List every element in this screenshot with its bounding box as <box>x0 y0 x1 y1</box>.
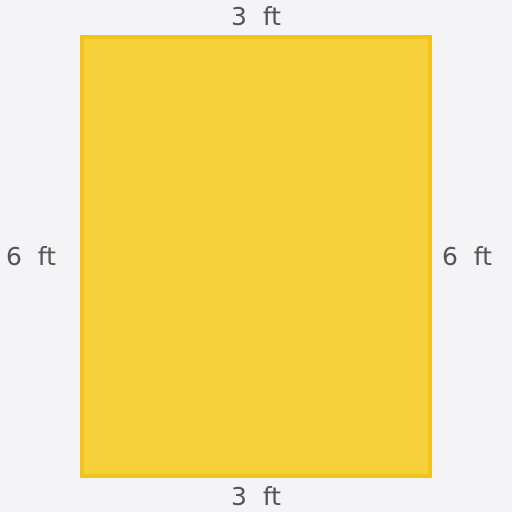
right-side-label: 6 ft <box>442 242 492 271</box>
bottom-side-label: 3 ft <box>231 482 281 511</box>
rectangle-shape <box>80 35 432 478</box>
left-side-label: 6 ft <box>6 242 56 271</box>
top-side-label: 3 ft <box>231 2 281 31</box>
